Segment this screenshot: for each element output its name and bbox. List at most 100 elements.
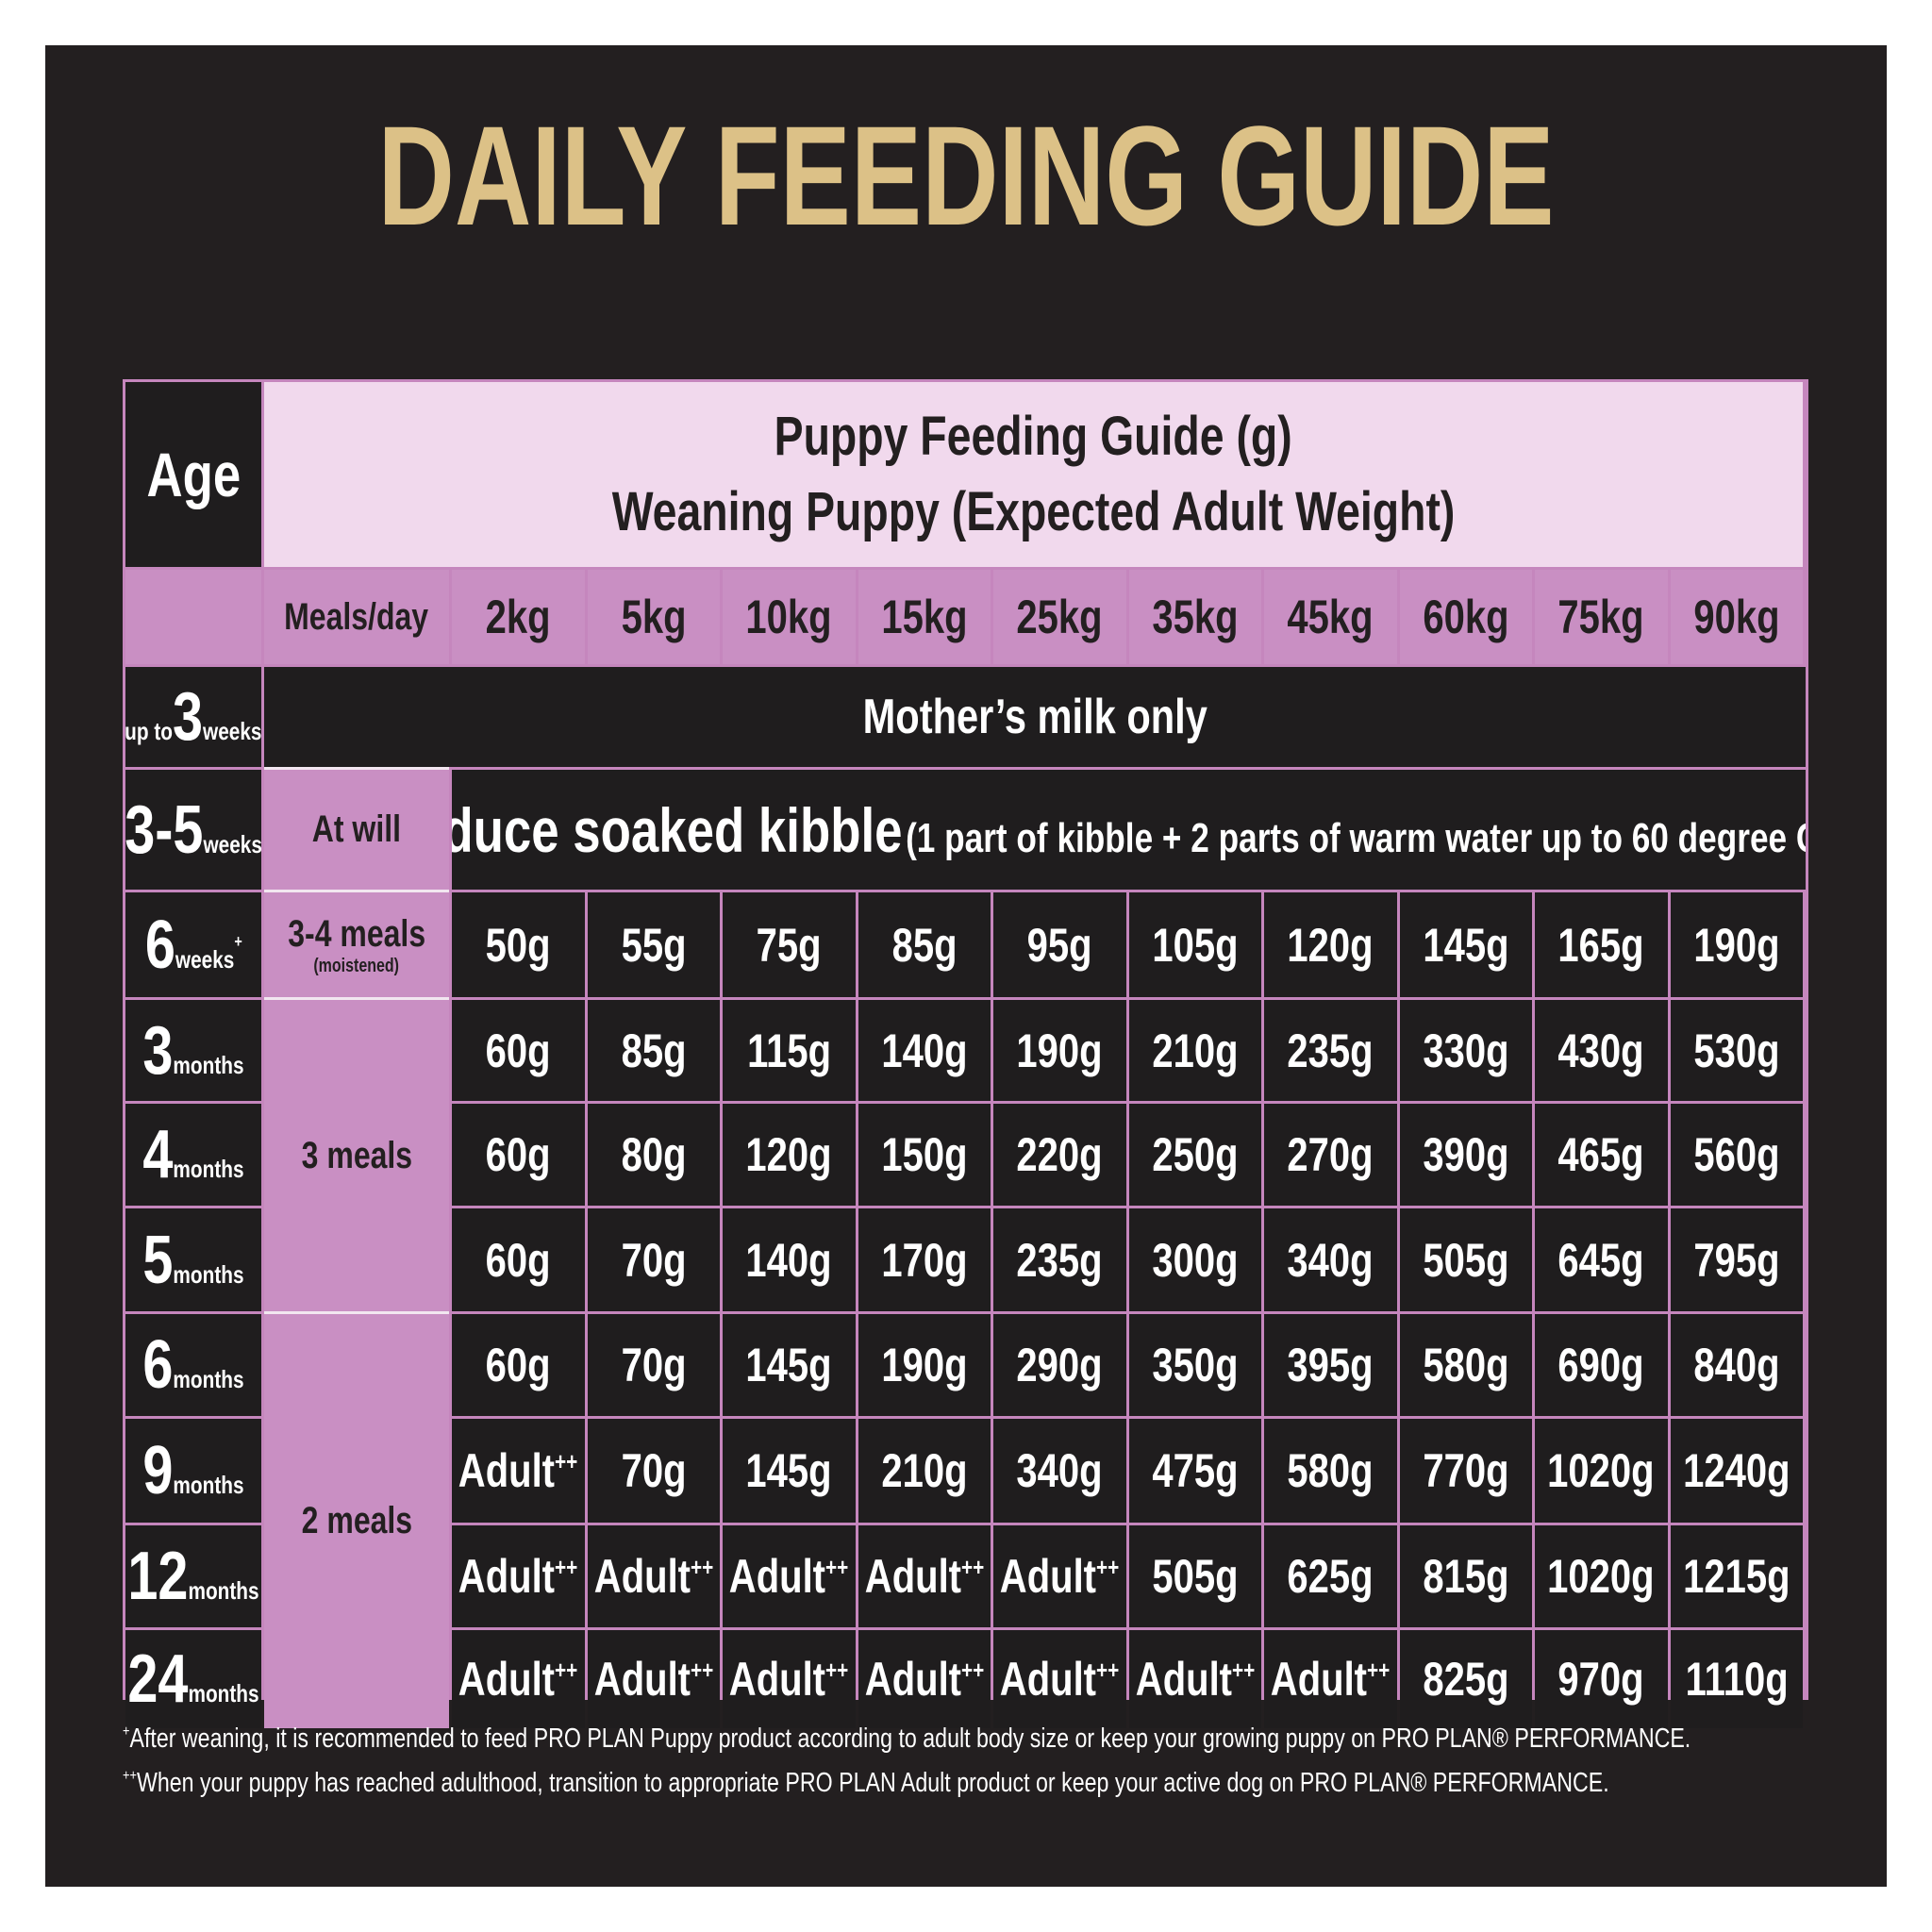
footnote-text: After weaning, it is recommended to feed… [129, 1724, 1691, 1754]
value-mark: ++ [555, 1656, 578, 1684]
value-cell: Adult++ [858, 1525, 991, 1627]
age-unit: months [188, 1679, 259, 1707]
value-cell: 690g [1535, 1314, 1668, 1416]
value: 690g [1557, 1339, 1644, 1391]
value: Adult [1000, 1550, 1097, 1603]
value-cell: 190g [1670, 892, 1803, 997]
value: 395g [1287, 1339, 1374, 1391]
age-mark: + [234, 931, 242, 951]
value-cell: 395g [1264, 1314, 1397, 1416]
wrap: 170g [881, 1233, 967, 1288]
value-cell: 70g [587, 1314, 720, 1416]
wrap: 120g [1288, 918, 1374, 973]
wrap: 1020g [1548, 1549, 1655, 1604]
weight-cell: 10kg [723, 570, 856, 664]
wrap: 350g [1152, 1338, 1238, 1392]
value: 55g [621, 918, 687, 972]
value-cell: 815g [1399, 1525, 1532, 1627]
value-cell: 350g [1128, 1314, 1261, 1416]
feeding-table: Age Puppy Feeding Guide (g) Weaning Puppy … [123, 379, 1808, 1728]
wrap: 1020g [1548, 1443, 1655, 1498]
value-cell: 560g [1670, 1104, 1803, 1206]
wrap: 390g [1423, 1127, 1508, 1182]
value-cell: 105g [1128, 892, 1261, 997]
wrap: 690g [1558, 1338, 1644, 1392]
wrap: Adult++ [594, 1652, 713, 1707]
value: 270g [1287, 1128, 1374, 1181]
weight-cell: 5kg [587, 570, 720, 664]
value-cell: 95g [993, 892, 1126, 997]
weight-cell: 2kg [452, 570, 585, 664]
value: 190g [1693, 918, 1780, 972]
wrap: 45kg [1288, 590, 1374, 644]
value: 140g [745, 1233, 832, 1287]
value: 210g [1152, 1024, 1239, 1077]
value-mark: ++ [555, 1447, 578, 1475]
value: 60g [485, 1233, 551, 1287]
value-cell: 825g [1399, 1630, 1532, 1728]
wrap: 165g [1558, 918, 1644, 973]
value: 170g [881, 1233, 968, 1287]
meals: 3-4 meals [288, 912, 425, 955]
value: 145g [745, 1339, 832, 1391]
blank-cell [125, 570, 261, 664]
value-cell: 1240g [1670, 1419, 1803, 1523]
value: 85g [621, 1024, 687, 1077]
value-cell: 505g [1399, 1208, 1532, 1311]
wrap: Adult++ [458, 1549, 577, 1604]
wrap: 2kg [486, 590, 551, 644]
age-unit: months [173, 1259, 244, 1289]
weight-label: 15kg [881, 591, 968, 643]
value: 165g [1557, 918, 1644, 972]
value: 1020g [1547, 1444, 1655, 1497]
value: 70g [621, 1233, 687, 1287]
wrap: 80g [621, 1127, 686, 1182]
age-unit: months [173, 1155, 244, 1183]
value-cell: 770g [1399, 1419, 1532, 1523]
wrap: 1215g [1683, 1549, 1790, 1604]
age: 3-5weeks [125, 791, 261, 869]
value-cell: Adult++ [993, 1525, 1126, 1627]
wrap: 645g [1558, 1233, 1644, 1288]
value-cell: 465g [1535, 1104, 1668, 1206]
value: Adult [458, 1444, 556, 1497]
title: DAILY FEEDING GUIDE [378, 96, 1555, 255]
wrap: 475g [1152, 1443, 1238, 1498]
value: Adult [864, 1550, 961, 1603]
value-cell: 645g [1535, 1208, 1668, 1311]
wrap: 330g [1423, 1024, 1508, 1078]
value-cell: 505g [1128, 1525, 1261, 1627]
value: 120g [745, 1128, 832, 1181]
value-cell: 290g [993, 1314, 1126, 1416]
footnotes: +After weaning, it is recommended to fee… [123, 1713, 1932, 1802]
value-mark: ++ [960, 1656, 985, 1684]
value: 85g [891, 918, 958, 972]
value-cell: 70g [587, 1208, 720, 1311]
note: Introduce soaked kibble (1 part of kibbl… [452, 794, 1806, 866]
value-cell: Adult++ [723, 1630, 856, 1728]
value-cell: 840g [1670, 1314, 1803, 1416]
wrap: 290g [1017, 1338, 1103, 1392]
value-cell: 1020g [1535, 1419, 1668, 1523]
value: 60g [485, 1024, 551, 1077]
value: 60g [485, 1339, 551, 1391]
value-cell: 300g [1128, 1208, 1261, 1311]
value-cell: 340g [993, 1419, 1126, 1523]
weight-label: 10kg [745, 591, 832, 643]
value-cell: 75g [723, 892, 856, 997]
note-cell: Introduce soaked kibble (1 part of kibbl… [452, 770, 1806, 890]
value-cell: 190g [858, 1314, 991, 1416]
wrap: 90kg [1693, 590, 1779, 644]
age-unit: weeks [203, 717, 261, 745]
wrap: Adult++ [729, 1652, 848, 1707]
wrap: 10kg [746, 590, 832, 644]
age-number: 5 [142, 1222, 174, 1298]
wrap: 15kg [881, 590, 967, 644]
meals-cell: At will [264, 767, 449, 890]
value-mark: ++ [690, 1553, 714, 1581]
wrap: 235g [1288, 1024, 1374, 1078]
value-cell: Adult++ [587, 1630, 720, 1728]
wrap: 250g [1152, 1127, 1238, 1182]
value: 120g [1287, 918, 1374, 972]
value-cell: 220g [993, 1104, 1126, 1206]
